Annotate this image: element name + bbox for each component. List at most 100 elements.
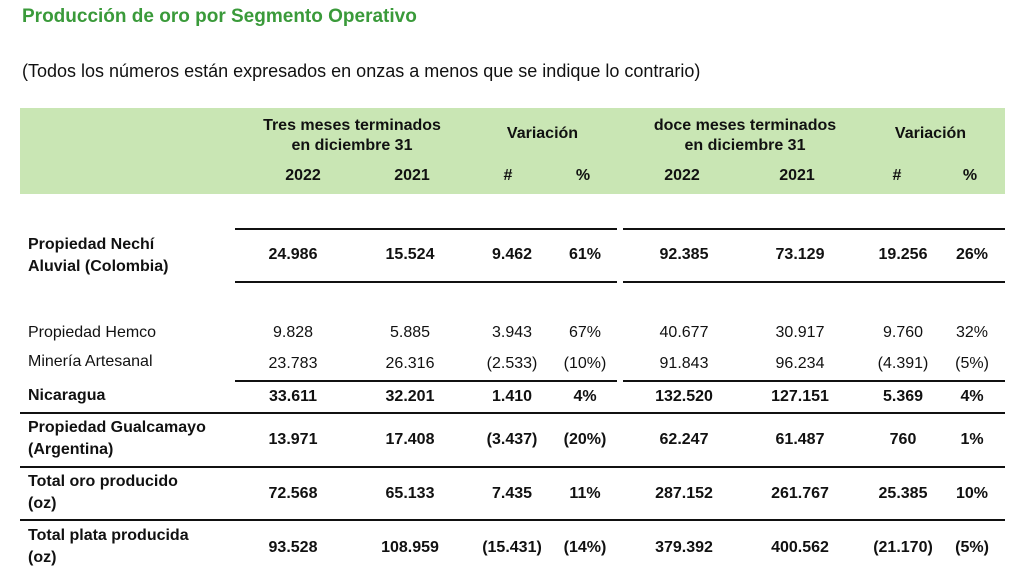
cell: 13.971 bbox=[268, 431, 318, 448]
row-label-line1: Propiedad Nechí bbox=[28, 236, 155, 253]
cell: 32.201 bbox=[385, 388, 435, 405]
cell: 93.528 bbox=[268, 539, 318, 556]
cell: 61.487 bbox=[775, 431, 825, 448]
cell: 67% bbox=[568, 324, 602, 341]
cell: 26.316 bbox=[385, 355, 435, 372]
rule-4 bbox=[20, 412, 1005, 414]
header-group-three-months-line1: Tres meses terminados bbox=[263, 117, 441, 134]
cell: 73.129 bbox=[775, 246, 825, 263]
table-header: Tres meses terminados en diciembre 31 Va… bbox=[20, 108, 1005, 194]
cell: (21.170) bbox=[873, 539, 933, 556]
row-label-line1: Propiedad Gualcamayo bbox=[28, 419, 206, 436]
rule-5 bbox=[20, 466, 1005, 468]
cell: (5%) bbox=[955, 355, 989, 372]
cell: (3.437) bbox=[486, 431, 538, 448]
header-col-2022-b: 2022 bbox=[664, 167, 700, 184]
cell: 17.408 bbox=[385, 431, 435, 448]
cell: 92.385 bbox=[659, 246, 709, 263]
cell: 24.986 bbox=[268, 246, 318, 263]
cell: 96.234 bbox=[775, 355, 825, 372]
row-label-line1: Total plata producida bbox=[28, 527, 189, 544]
row-label: Minería Artesanal bbox=[28, 351, 153, 373]
cell: 72.568 bbox=[268, 485, 318, 502]
cell: 760 bbox=[889, 431, 917, 448]
cell: 10% bbox=[955, 485, 989, 502]
cell: (15.431) bbox=[482, 539, 542, 556]
rule-6 bbox=[20, 519, 1005, 521]
cell: 9.462 bbox=[491, 246, 533, 263]
cell: 30.917 bbox=[775, 324, 825, 341]
cell: 65.133 bbox=[385, 485, 435, 502]
cell: 108.959 bbox=[381, 539, 439, 556]
cell: 33.611 bbox=[268, 388, 318, 405]
row-label: Total oro producido (oz) bbox=[28, 471, 178, 515]
header-col-2021-b: 2021 bbox=[779, 167, 815, 184]
page-title: Producción de oro por Segmento Operativo bbox=[22, 6, 417, 27]
header-group-twelve-months-line1: doce meses terminados bbox=[653, 117, 837, 134]
cell: (5%) bbox=[955, 539, 989, 556]
cell: 61% bbox=[568, 246, 602, 263]
row-label-line1: Minería Artesanal bbox=[28, 353, 153, 370]
row-label-line1: Total oro producido bbox=[28, 473, 178, 490]
cell: 1.410 bbox=[491, 388, 533, 405]
row-label-line1: Propiedad Hemco bbox=[28, 324, 157, 341]
rule-3b bbox=[623, 380, 1005, 382]
rule-2 bbox=[235, 281, 617, 283]
cell: 9.828 bbox=[272, 324, 314, 341]
cell: 4% bbox=[960, 388, 984, 405]
header-col-pct-a: % bbox=[575, 167, 591, 184]
header-col-num-b: # bbox=[892, 167, 902, 184]
header-variation-1: Variación bbox=[506, 125, 579, 142]
header-col-2021-a: 2021 bbox=[394, 167, 430, 184]
cell: 3.943 bbox=[491, 324, 533, 341]
rule-2b bbox=[623, 281, 1005, 283]
units-note: (Todos los números están expresados en o… bbox=[22, 61, 701, 81]
header-group-three-months-line2: en diciembre 31 bbox=[291, 137, 413, 154]
rule-1b bbox=[623, 228, 1005, 230]
cell: (20%) bbox=[563, 431, 607, 448]
row-label: Total plata producida (oz) bbox=[28, 525, 189, 569]
cell: 9.760 bbox=[882, 324, 924, 341]
header-col-num-a: # bbox=[503, 167, 513, 184]
row-label-line2: Aluvial (Colombia) bbox=[28, 258, 169, 275]
row-label: Propiedad Hemco bbox=[28, 322, 156, 344]
row-label: Propiedad Nechí Aluvial (Colombia) bbox=[28, 234, 168, 278]
cell: (10%) bbox=[563, 355, 607, 372]
cell: 1% bbox=[960, 431, 984, 448]
cell: 15.524 bbox=[385, 246, 435, 263]
cell: 5.369 bbox=[882, 388, 924, 405]
cell: 132.520 bbox=[655, 388, 713, 405]
cell: 261.767 bbox=[771, 485, 829, 502]
cell: 26% bbox=[955, 246, 989, 263]
row-label-line1: Nicaragua bbox=[28, 387, 106, 404]
header-variation-2: Variación bbox=[894, 125, 967, 142]
cell: 127.151 bbox=[771, 388, 829, 405]
cell: 62.247 bbox=[659, 431, 709, 448]
row-label: Nicaragua bbox=[28, 385, 105, 407]
row-label: Propiedad Gualcamayo (Argentina) bbox=[28, 417, 206, 461]
header-group-twelve-months: doce meses terminados en diciembre 31 bbox=[630, 116, 860, 156]
cell: 5.885 bbox=[389, 324, 431, 341]
row-label-line2: (oz) bbox=[28, 549, 57, 566]
rule-3 bbox=[235, 380, 617, 382]
header-col-2022-a: 2022 bbox=[285, 167, 321, 184]
cell: 40.677 bbox=[659, 324, 709, 341]
cell: (2.533) bbox=[486, 355, 538, 372]
cell: 32% bbox=[955, 324, 989, 341]
row-label-line2: (Argentina) bbox=[28, 441, 114, 458]
cell: 7.435 bbox=[491, 485, 533, 502]
header-col-pct-b: % bbox=[962, 167, 978, 184]
cell: 4% bbox=[573, 388, 597, 405]
cell: (14%) bbox=[563, 539, 607, 556]
header-group-twelve-months-line2: en diciembre 31 bbox=[684, 137, 806, 154]
cell: 400.562 bbox=[771, 539, 829, 556]
rule-1 bbox=[235, 228, 617, 230]
header-group-three-months: Tres meses terminados en diciembre 31 bbox=[242, 116, 462, 156]
cell: 25.385 bbox=[878, 485, 928, 502]
cell: 91.843 bbox=[659, 355, 709, 372]
cell: 287.152 bbox=[655, 485, 713, 502]
cell: 379.392 bbox=[655, 539, 713, 556]
cell: 23.783 bbox=[268, 355, 318, 372]
row-label-line2: (oz) bbox=[28, 495, 57, 512]
cell: 11% bbox=[569, 485, 601, 502]
